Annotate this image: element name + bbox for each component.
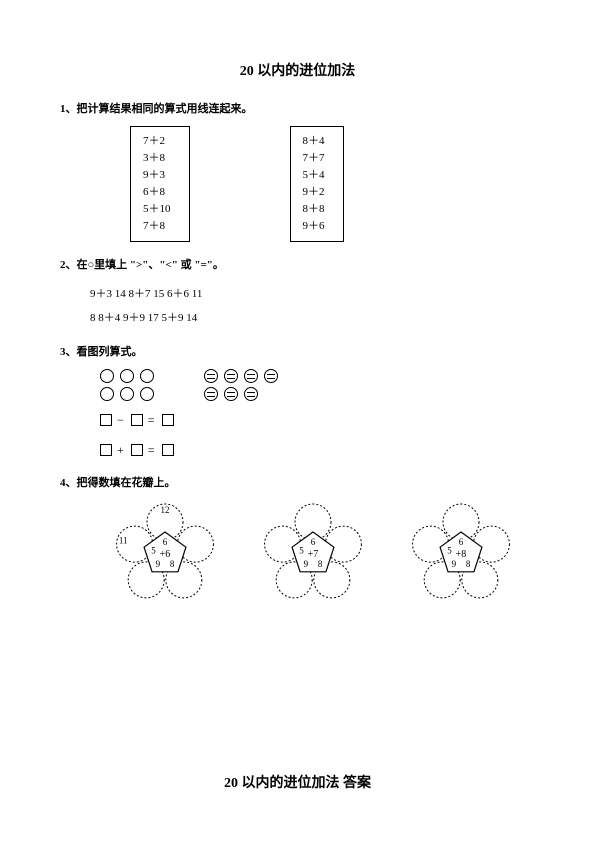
svg-text:6: 6: [311, 537, 316, 547]
equation-item: 5＋4: [303, 167, 325, 184]
equation-item: 3＋8: [143, 150, 171, 167]
left-equation-box: 7＋23＋89＋36＋85＋107＋8: [130, 126, 190, 242]
equation-item: 9＋6: [303, 218, 325, 235]
question-4-flowers: +6 68951211 +7 6895 +8 6895: [100, 500, 535, 603]
svg-text:+8: +8: [456, 549, 467, 560]
q2-line-1: 9＋3 14 8＋7 15 6＋6 11: [90, 282, 535, 306]
svg-text:6: 6: [459, 537, 464, 547]
svg-text:9: 9: [452, 559, 457, 569]
equation-item: 7＋2: [143, 133, 171, 150]
svg-text:8: 8: [466, 559, 471, 569]
question-1-boxes: 7＋23＋89＋36＋85＋107＋8 8＋47＋75＋49＋28＋89＋6: [130, 126, 535, 242]
q2-line-2: 8 8＋4 9＋9 17 5＋9 14: [90, 306, 535, 330]
equation-item: 9＋2: [303, 184, 325, 201]
question-2-content: 9＋3 14 8＋7 15 6＋6 11 8 8＋4 9＋9 17 5＋9 14: [90, 282, 535, 330]
q3-equation-2: + =: [100, 439, 535, 462]
question-1-heading: 1、把计算结果相同的算式用线连起来。: [60, 100, 535, 116]
question-4-heading: 4、把得数填在花瓣上。: [60, 474, 535, 490]
svg-text:12: 12: [161, 505, 170, 515]
equation-item: 7＋7: [303, 150, 325, 167]
flower-diagram: +8 6 895: [396, 500, 526, 600]
flower-diagram: +6 6 895 12 11: [100, 500, 230, 600]
svg-text:+6: +6: [160, 549, 171, 560]
svg-text:9: 9: [156, 559, 161, 569]
svg-text:9: 9: [304, 559, 309, 569]
answer-title: 20 以内的进位加法 答案: [0, 772, 595, 792]
svg-text:11: 11: [119, 536, 128, 546]
q3-equation-1: − =: [100, 409, 535, 432]
question-3-figure: [100, 369, 535, 401]
question-3-heading: 3、看图列算式。: [60, 343, 535, 359]
equation-item: 9＋3: [143, 167, 171, 184]
equation-item: 6＋8: [143, 184, 171, 201]
equation-item: 8＋4: [303, 133, 325, 150]
flower-diagram: +7 6 895: [248, 500, 378, 600]
svg-text:8: 8: [318, 559, 323, 569]
svg-text:+7: +7: [308, 549, 319, 560]
svg-text:5: 5: [299, 546, 304, 556]
svg-text:6: 6: [163, 537, 168, 547]
equation-item: 8＋8: [303, 201, 325, 218]
svg-text:8: 8: [170, 559, 175, 569]
question-2-heading: 2、在○里填上 ">"、"<" 或 "="。: [60, 256, 535, 272]
equation-item: 7＋8: [143, 218, 171, 235]
page-title: 20 以内的进位加法: [60, 60, 535, 80]
equation-item: 5＋10: [143, 201, 171, 218]
right-equation-box: 8＋47＋75＋49＋28＋89＋6: [290, 126, 344, 242]
svg-text:5: 5: [447, 546, 452, 556]
svg-text:5: 5: [151, 546, 156, 556]
